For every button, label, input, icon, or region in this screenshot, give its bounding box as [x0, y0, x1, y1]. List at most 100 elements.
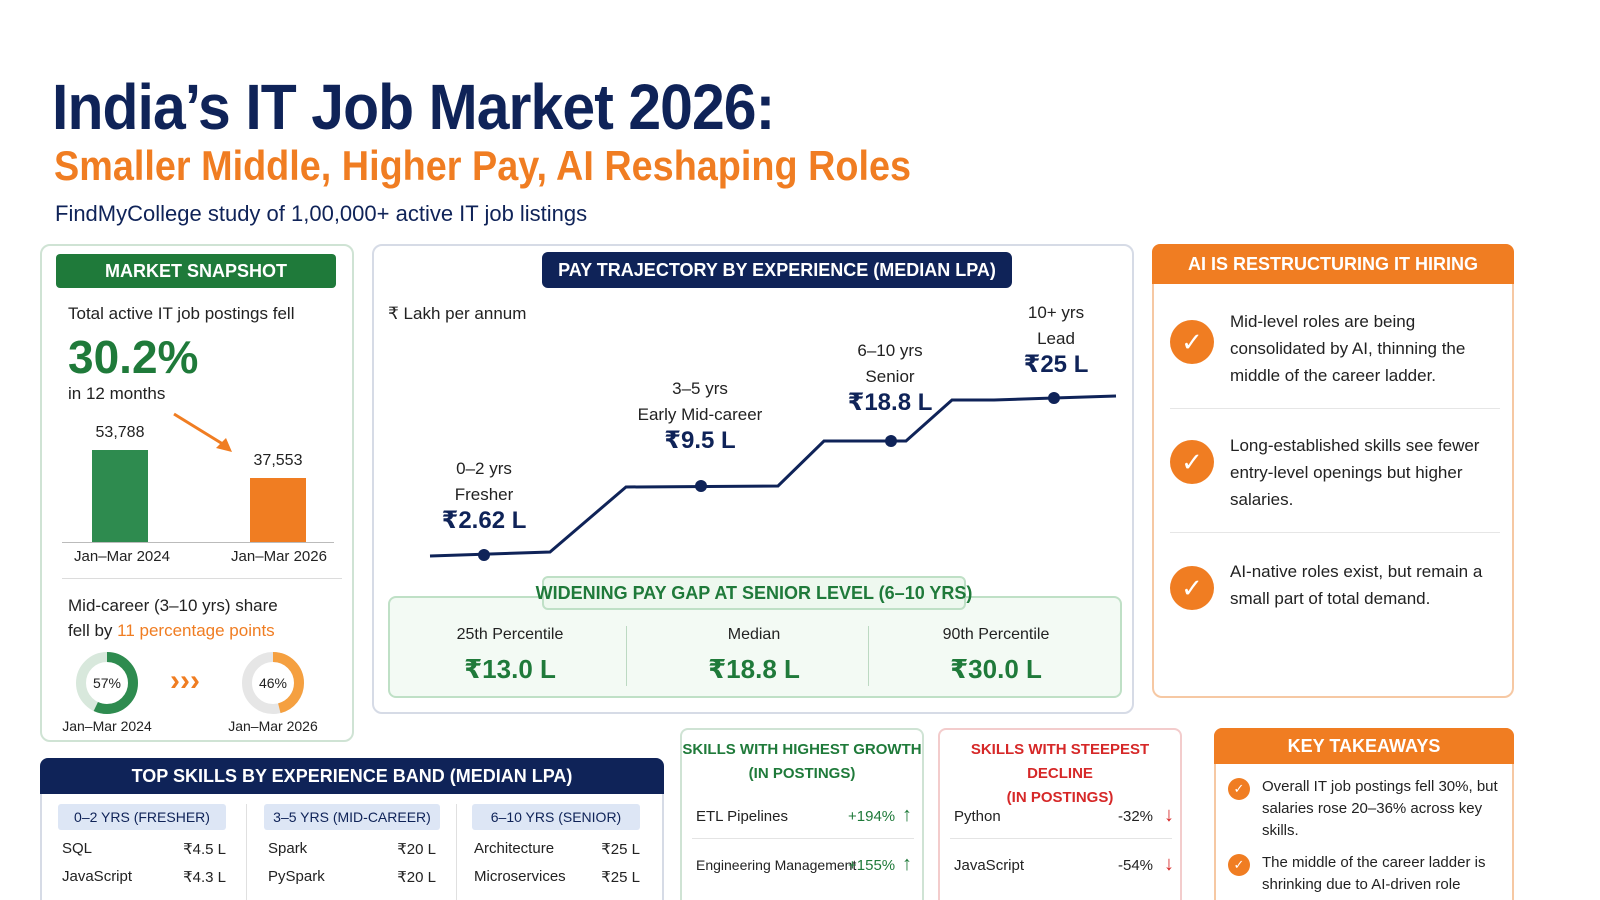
level-senior-band: 6–10 yrs	[857, 341, 923, 360]
decline-divider	[950, 838, 1172, 839]
check-circle-icon: ✓	[1170, 566, 1214, 610]
band-separator	[456, 804, 457, 900]
gap-25th-label: 25th Percentile	[456, 626, 564, 643]
donut-2026-period: Jan–Mar 2026	[228, 718, 318, 734]
page-title: India’s IT Job Market 2026:	[52, 71, 775, 143]
level-lead-band: 10+ yrs	[1027, 303, 1085, 322]
bar-2024	[92, 450, 148, 542]
skill-name: JavaScript	[62, 868, 133, 885]
level-mid-role: Early Mid-career	[637, 405, 763, 424]
growth-change: +194%	[848, 808, 896, 825]
mid-career-fell-prefix: fell by	[68, 621, 118, 640]
check-circle-icon: ✓	[1228, 778, 1250, 800]
band-senior: 6–10 YRS (SENIOR)	[472, 804, 640, 830]
bar-2026	[250, 478, 306, 542]
growth-skill: ETL Pipelines	[696, 808, 788, 825]
gap-median-label: Median	[727, 626, 781, 643]
level-mid: 3–5 yrs Early Mid-career ₹9.5 L	[620, 376, 780, 454]
decline-skills-panel: SKILLS WITH STEEPEST DECLINE (IN POSTING…	[938, 728, 1182, 900]
top-skills-heading: TOP SKILLS BY EXPERIENCE BAND (MEDIAN LP…	[40, 758, 664, 794]
band-separator	[246, 804, 247, 900]
chevrons-icon: ›››	[170, 664, 200, 697]
market-snapshot-heading: MARKET SNAPSHOT	[56, 254, 336, 288]
growth-change: +155%	[848, 857, 896, 874]
bar-value-2026: 37,553	[253, 452, 303, 469]
percentage-points: 11 percentage points	[117, 621, 275, 640]
pay-gap-heading: WIDENING PAY GAP AT SENIOR LEVEL (6–10 Y…	[536, 576, 972, 610]
skill-name: Spark	[268, 840, 308, 857]
gap-25th-value: ₹13.0 L	[464, 654, 556, 684]
pay-point-mid	[695, 480, 707, 492]
band-fresher: 0–2 YRS (FRESHER)	[58, 804, 226, 830]
skill-pay: ₹4.5 L	[183, 841, 226, 858]
skill-name: PySpark	[268, 868, 325, 885]
snapshot-intro: Total active IT job postings fell	[68, 304, 295, 323]
snapshot-period: in 12 months	[68, 384, 166, 403]
pay-gap-box	[388, 596, 1122, 698]
growth-skills-panel: SKILLS WITH HIGHEST GROWTH (IN POSTINGS)…	[680, 728, 924, 900]
down-arrow-icon	[173, 412, 232, 452]
level-lead-amount: ₹25 L	[1023, 351, 1089, 378]
key-takeaways-panel: KEY TAKEAWAYS ✓ Overall IT job postings …	[1214, 728, 1514, 900]
pay-trajectory-panel: PAY TRAJECTORY BY EXPERIENCE (MEDIAN LPA…	[372, 244, 1134, 714]
growth-skill: Engineering Management	[696, 857, 857, 873]
decline-heading-line2: (IN POSTINGS)	[1006, 789, 1114, 806]
donut-2026-label: 46%	[259, 675, 287, 691]
pay-point-lead	[1048, 392, 1060, 404]
check-circle-icon: ✓	[1170, 440, 1214, 484]
pay-point-senior	[885, 435, 897, 447]
postings-bar-chart: 53,788 37,553	[62, 416, 334, 542]
down-arrow-icon: ↓	[1164, 804, 1174, 826]
level-fresher-band: 0–2 yrs	[456, 459, 512, 478]
up-arrow-icon: ↑	[902, 853, 912, 875]
skill-name: Architecture	[474, 840, 555, 857]
level-senior-amount: ₹18.8 L	[847, 389, 933, 416]
gap-col-90th: 90th Percentile ₹30.0 L	[874, 626, 1118, 685]
ai-item-text: AI-native roles exist, but remain a smal…	[1230, 562, 1483, 608]
ai-restructuring-heading: AI IS RESTRUCTURING IT HIRING	[1152, 244, 1514, 284]
snapshot-divider	[62, 578, 342, 579]
mid-career-fell-text: fell by 11 percentage points	[68, 621, 275, 641]
market-snapshot-panel: MARKET SNAPSHOT Total active IT job post…	[40, 244, 354, 742]
bar-xlabel-2026: Jan–Mar 2026	[231, 548, 327, 565]
skill-pay: ₹20 L	[397, 841, 436, 858]
up-arrow-icon: ↑	[902, 804, 912, 826]
gap-separator	[626, 626, 627, 686]
growth-heading-line1: SKILLS WITH HIGHEST GROWTH	[682, 741, 922, 758]
ai-restructuring-panel: AI IS RESTRUCTURING IT HIRING ✓ Mid-leve…	[1152, 244, 1514, 698]
pay-trajectory-heading: PAY TRAJECTORY BY EXPERIENCE (MEDIAN LPA…	[542, 252, 1012, 288]
level-lead-role: Lead	[1037, 329, 1075, 348]
skill-pay: ₹25 L	[601, 869, 640, 886]
ai-item-text: Mid-level roles are being consolidated b…	[1230, 312, 1466, 385]
level-fresher-amount: ₹2.62 L	[441, 507, 527, 534]
bar-value-2024: 53,788	[95, 424, 145, 441]
bar-xlabel-2024: Jan–Mar 2024	[74, 548, 170, 565]
page-subtitle: Smaller Middle, Higher Pay, AI Reshaping…	[54, 142, 912, 189]
gap-col-25th: 25th Percentile ₹13.0 L	[388, 626, 632, 685]
down-arrow-icon: ↓	[1164, 853, 1174, 875]
skill-pay: ₹4.3 L	[183, 869, 226, 886]
decline-heading: SKILLS WITH STEEPEST DECLINE (IN POSTING…	[940, 738, 1180, 810]
source-line: FindMyCollege study of 1,00,000+ active …	[55, 201, 588, 226]
pay-step-line	[429, 392, 1117, 561]
gap-median-value: ₹18.8 L	[708, 654, 800, 684]
donut-2024-label: 57%	[93, 675, 121, 691]
donut-2024-period: Jan–Mar 2024	[62, 718, 152, 734]
bar-baseline	[62, 542, 334, 543]
drop-percentage: 30.2%	[68, 331, 199, 383]
gap-col-median: Median ₹18.8 L	[632, 626, 876, 685]
donut-2026: 46%	[242, 652, 304, 714]
takeaway-text: The middle of the career ladder is shrin…	[1262, 854, 1486, 900]
decline-change: -54%	[1118, 857, 1154, 874]
gap-90th-value: ₹30.0 L	[950, 654, 1042, 684]
decline-skill: Python	[954, 808, 1001, 825]
takeaway-text: Overall IT job postings fell 30%, but sa…	[1262, 778, 1498, 839]
mid-career-text: Mid-career (3–10 yrs) share	[68, 596, 278, 615]
check-circle-icon: ✓	[1170, 320, 1214, 364]
top-skills-panel: TOP SKILLS BY EXPERIENCE BAND (MEDIAN LP…	[40, 758, 664, 900]
decline-change: -32%	[1118, 808, 1154, 825]
pay-axis-note: ₹ Lakh per annum	[388, 304, 527, 323]
level-senior-role: Senior	[865, 367, 915, 386]
skill-pay: ₹25 L	[601, 841, 640, 858]
skill-name: SQL	[62, 840, 93, 857]
